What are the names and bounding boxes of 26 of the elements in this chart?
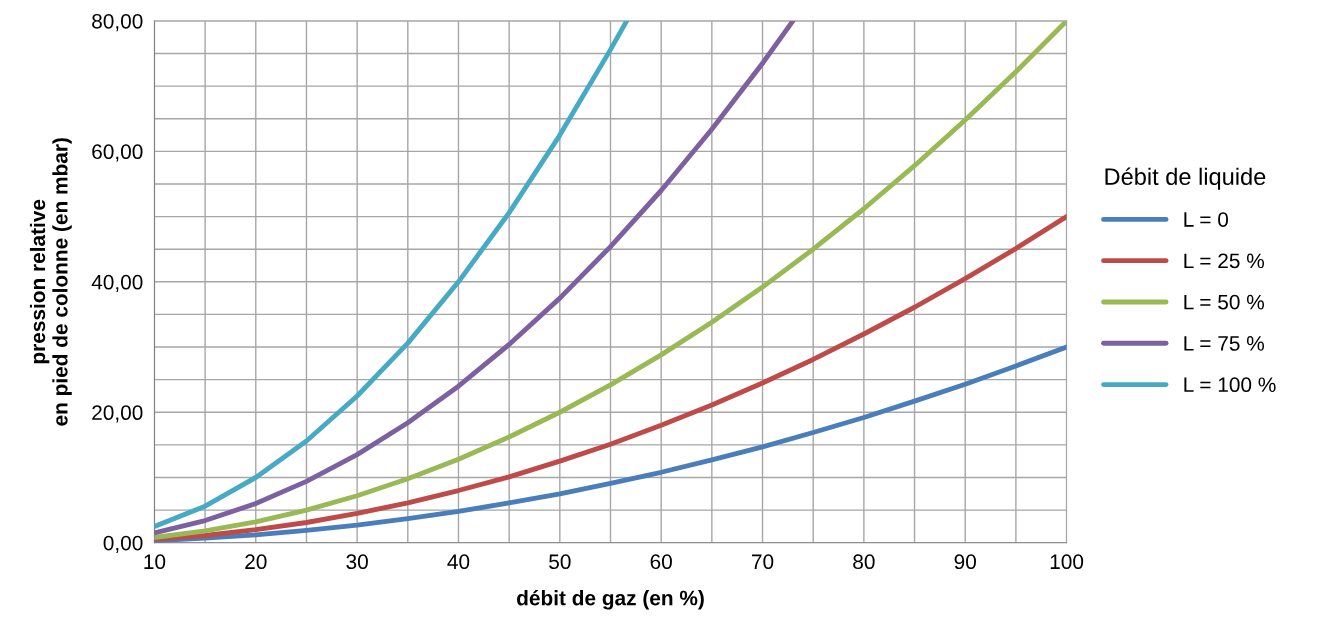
legend-label: L = 25 % — [1184, 253, 1265, 269]
legend-label: L = 100 % — [1184, 377, 1276, 393]
y-tick-label: 0,00 — [103, 535, 143, 553]
x-tick-label: 50 — [549, 554, 571, 570]
legend-label: L = 0 — [1184, 212, 1229, 227]
x-tick-label: 30 — [346, 554, 368, 570]
line-series — [154, 20, 630, 529]
y-tick-label: 80,00 — [92, 13, 143, 32]
x-tick-label: 70 — [752, 554, 774, 570]
x-tick-label: 80 — [853, 554, 875, 570]
x-tick-label: 100 — [1050, 554, 1084, 570]
x-tick-label: 90 — [954, 554, 976, 570]
x-tick-label: 20 — [245, 554, 267, 570]
x-tick-label: 60 — [650, 554, 672, 570]
line-series — [154, 20, 1067, 540]
legend-title: Débit de liquide — [1105, 167, 1266, 190]
y-axis-title: pression relative en pied de colonne (en mbar) — [29, 138, 72, 426]
y-tick-label: 60,00 — [92, 144, 143, 162]
x-axis-title: débit de gaz (en %) — [517, 589, 704, 610]
x-tick-label: 10 — [144, 554, 166, 570]
y-tick-label: 20,00 — [92, 405, 143, 423]
y-tick-label: 40,00 — [91, 274, 143, 293]
x-tick-label: 40 — [447, 554, 470, 570]
legend-label: L = 75 % — [1184, 336, 1265, 351]
legend-label: L = 50 % — [1184, 294, 1265, 310]
line-series — [154, 20, 796, 536]
